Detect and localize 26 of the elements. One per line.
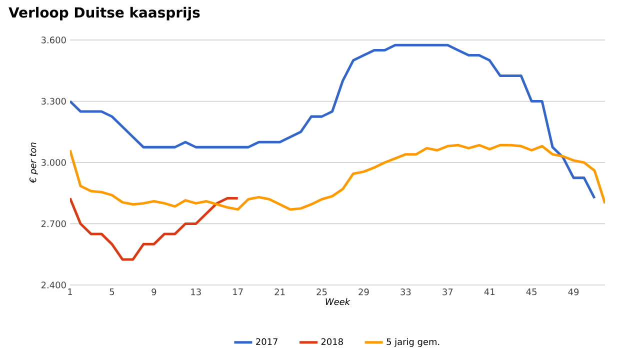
line-series xyxy=(70,144,606,211)
y-tick-label: 3.600 xyxy=(42,36,66,44)
x-tick-label: 29 xyxy=(358,288,369,296)
x-tick-label: 21 xyxy=(274,288,285,296)
x-tick-label: 37 xyxy=(442,288,453,296)
y-axis-title: € per ton xyxy=(29,142,38,184)
x-tick-label: 1 xyxy=(68,288,72,296)
line-series xyxy=(70,196,240,261)
x-tick-label: 13 xyxy=(191,288,201,296)
x-tick-label: 45 xyxy=(526,288,536,296)
chart-title: Verloop Duitse kaasprijs xyxy=(8,6,200,21)
y-tick-label: 3.300 xyxy=(42,98,66,105)
legend-label: 2017 xyxy=(256,338,278,346)
x-axis-title: Week xyxy=(326,298,350,306)
legend-label: 5 jarig gem. xyxy=(386,338,440,347)
x-tick-label: 17 xyxy=(233,288,243,296)
y-tick-label: 2.400 xyxy=(41,282,66,288)
y-tick-label: 3.000 xyxy=(42,159,66,166)
x-tick-label: 5 xyxy=(110,288,114,296)
y-tick-label: 2.700 xyxy=(41,220,66,228)
legend-label: 2018 xyxy=(321,338,343,346)
x-tick-label: 41 xyxy=(484,288,494,296)
x-tick-label: 9 xyxy=(152,288,156,296)
x-tick-label: 33 xyxy=(400,288,411,296)
x-tick-label: 49 xyxy=(568,288,579,296)
x-tick-label: 25 xyxy=(316,288,327,296)
